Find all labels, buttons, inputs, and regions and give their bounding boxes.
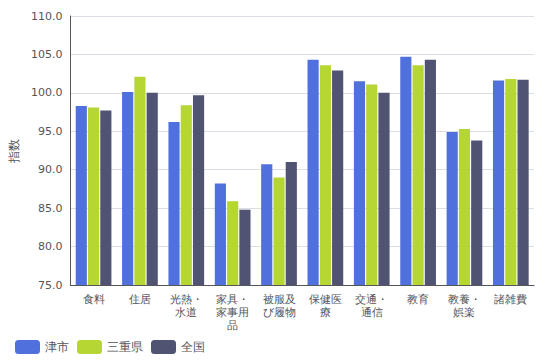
svg-text:90.0: 90.0: [38, 163, 63, 176]
svg-text:家具・: 家具・: [216, 293, 249, 306]
svg-text:100.0: 100.0: [31, 86, 63, 99]
svg-text:食料: 食料: [83, 293, 105, 306]
svg-text:95.0: 95.0: [38, 125, 63, 138]
svg-text:交通・: 交通・: [355, 293, 388, 306]
svg-text:教育: 教育: [407, 293, 429, 306]
svg-text:住居: 住居: [129, 293, 151, 306]
svg-text:指数: 指数: [7, 139, 21, 164]
svg-text:品: 品: [227, 319, 238, 332]
svg-text:諸雑費: 諸雑費: [494, 293, 527, 306]
svg-text:三重県: 三重県: [107, 340, 143, 354]
svg-text:75.0: 75.0: [38, 279, 63, 292]
svg-text:水道: 水道: [175, 306, 197, 319]
svg-text:85.0: 85.0: [38, 202, 63, 215]
svg-text:教養・: 教養・: [448, 293, 481, 306]
svg-text:療: 療: [320, 306, 331, 319]
svg-text:110.0: 110.0: [31, 10, 63, 23]
svg-text:被服及: 被服及: [263, 293, 296, 306]
svg-text:家事用: 家事用: [216, 306, 249, 319]
svg-text:105.0: 105.0: [31, 48, 63, 61]
svg-text:保健医: 保健医: [309, 293, 342, 306]
svg-text:全国: 全国: [181, 340, 205, 354]
svg-text:光熱・: 光熱・: [170, 293, 203, 306]
svg-text:び履物: び履物: [263, 306, 296, 319]
svg-text:娯楽: 娯楽: [453, 306, 475, 319]
svg-text:通信: 通信: [361, 306, 383, 319]
svg-text:津市: 津市: [45, 340, 69, 354]
svg-text:80.0: 80.0: [38, 240, 63, 253]
